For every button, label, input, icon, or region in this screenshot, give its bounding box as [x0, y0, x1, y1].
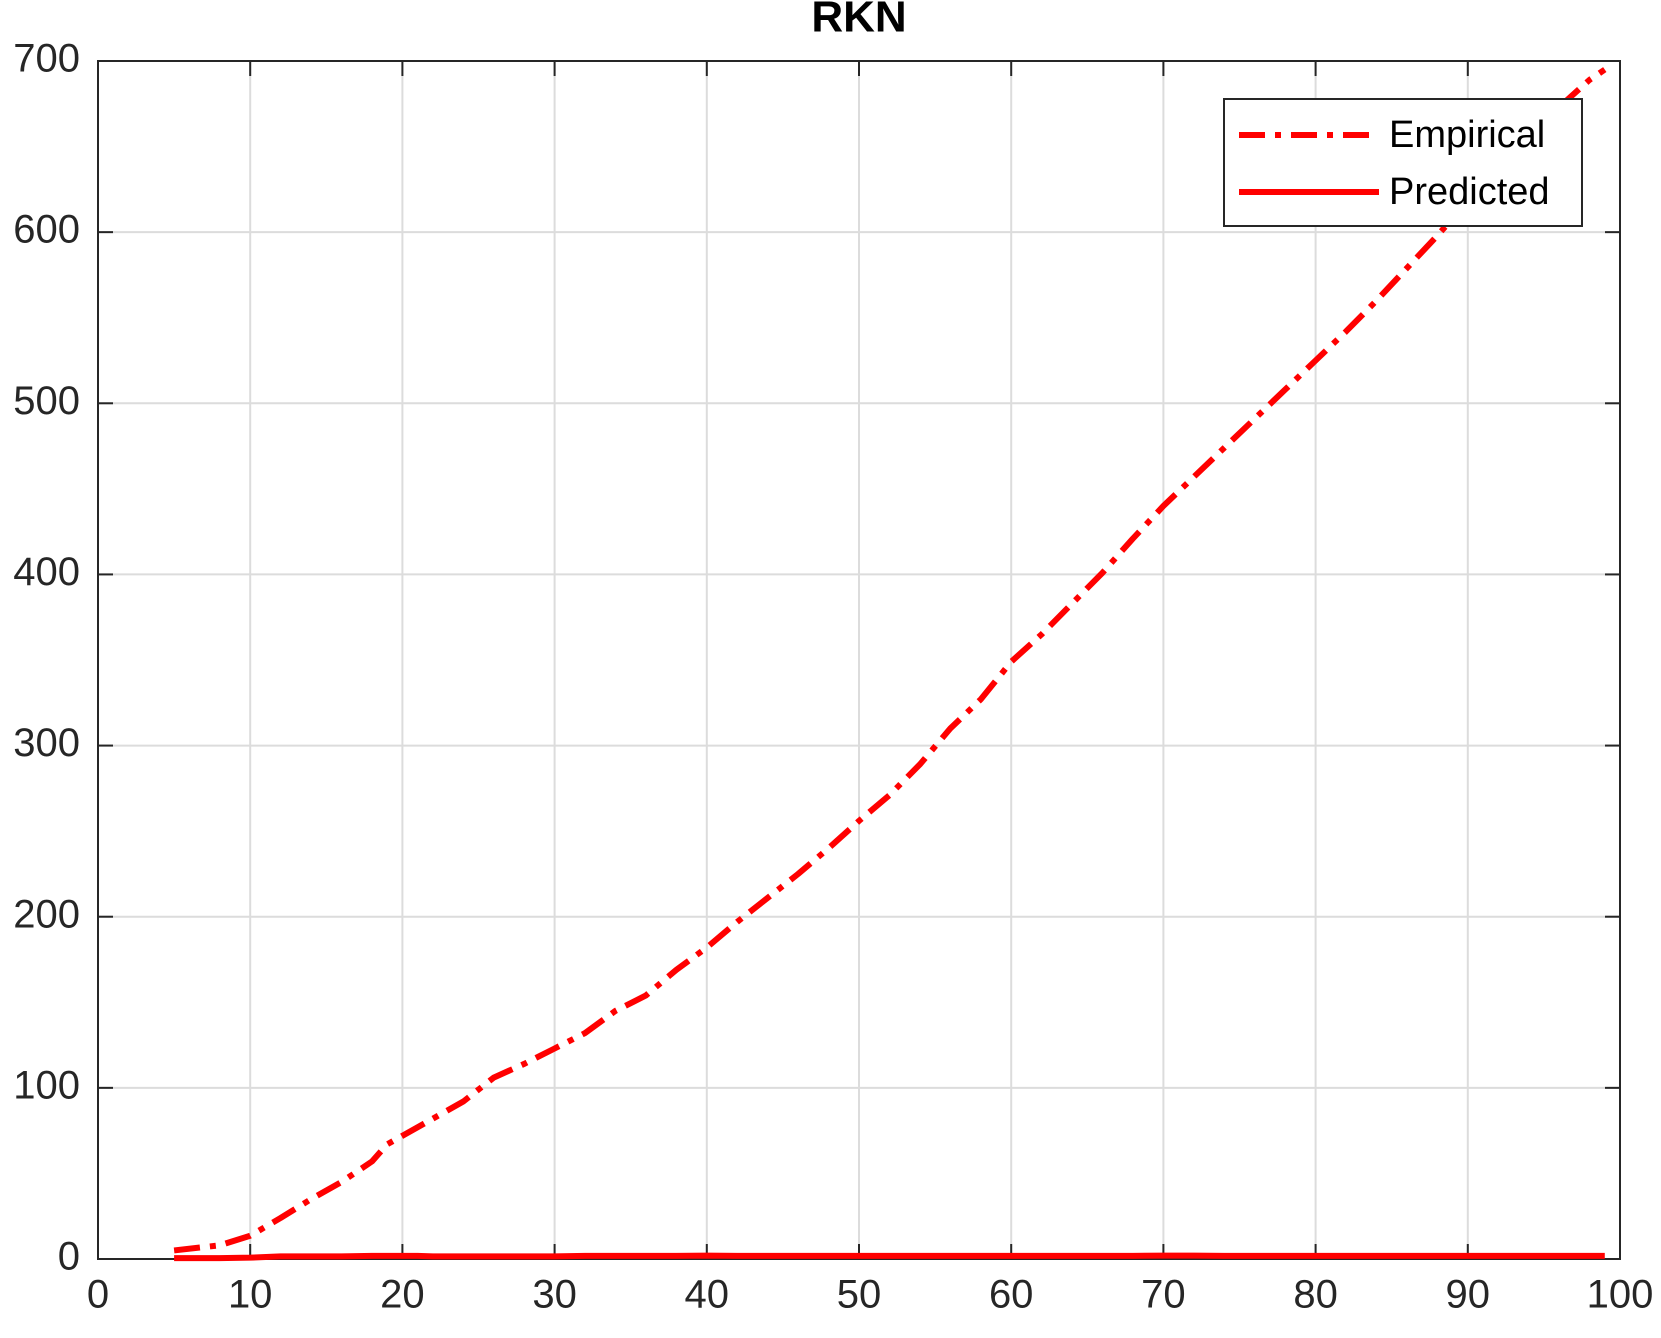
- x-tick-label: 30: [532, 1273, 577, 1317]
- x-tick-label: 20: [380, 1273, 425, 1317]
- legend: Empirical Predicted: [1223, 98, 1583, 227]
- y-tick-label: 600: [13, 208, 80, 252]
- x-tick-label: 50: [837, 1273, 882, 1317]
- x-tick-label: 100: [1587, 1273, 1654, 1317]
- x-tick-label: 40: [685, 1273, 730, 1317]
- y-tick-label: 200: [13, 892, 80, 936]
- x-tick-label: 10: [228, 1273, 273, 1317]
- x-tick-label: 70: [1141, 1273, 1186, 1317]
- chart-title: RKN: [811, 0, 906, 42]
- y-tick-label: 300: [13, 721, 80, 765]
- y-tick-label: 0: [58, 1235, 80, 1279]
- legend-box: [1223, 98, 1583, 227]
- legend-label: Empirical: [1389, 114, 1545, 156]
- data-line: [173, 67, 1607, 1254]
- x-tick-label: 60: [989, 1273, 1034, 1317]
- x-tick-label: 80: [1293, 1273, 1338, 1317]
- x-tick-label: 0: [87, 1273, 109, 1317]
- y-tick-label: 400: [13, 550, 80, 594]
- data-line: [174, 1252, 1605, 1262]
- x-tick-label: 90: [1446, 1273, 1491, 1317]
- y-tick-label: 500: [13, 379, 80, 423]
- y-tick-label: 100: [13, 1063, 80, 1107]
- y-tick-label: 700: [13, 37, 80, 81]
- legend-label: Predicted: [1389, 171, 1550, 213]
